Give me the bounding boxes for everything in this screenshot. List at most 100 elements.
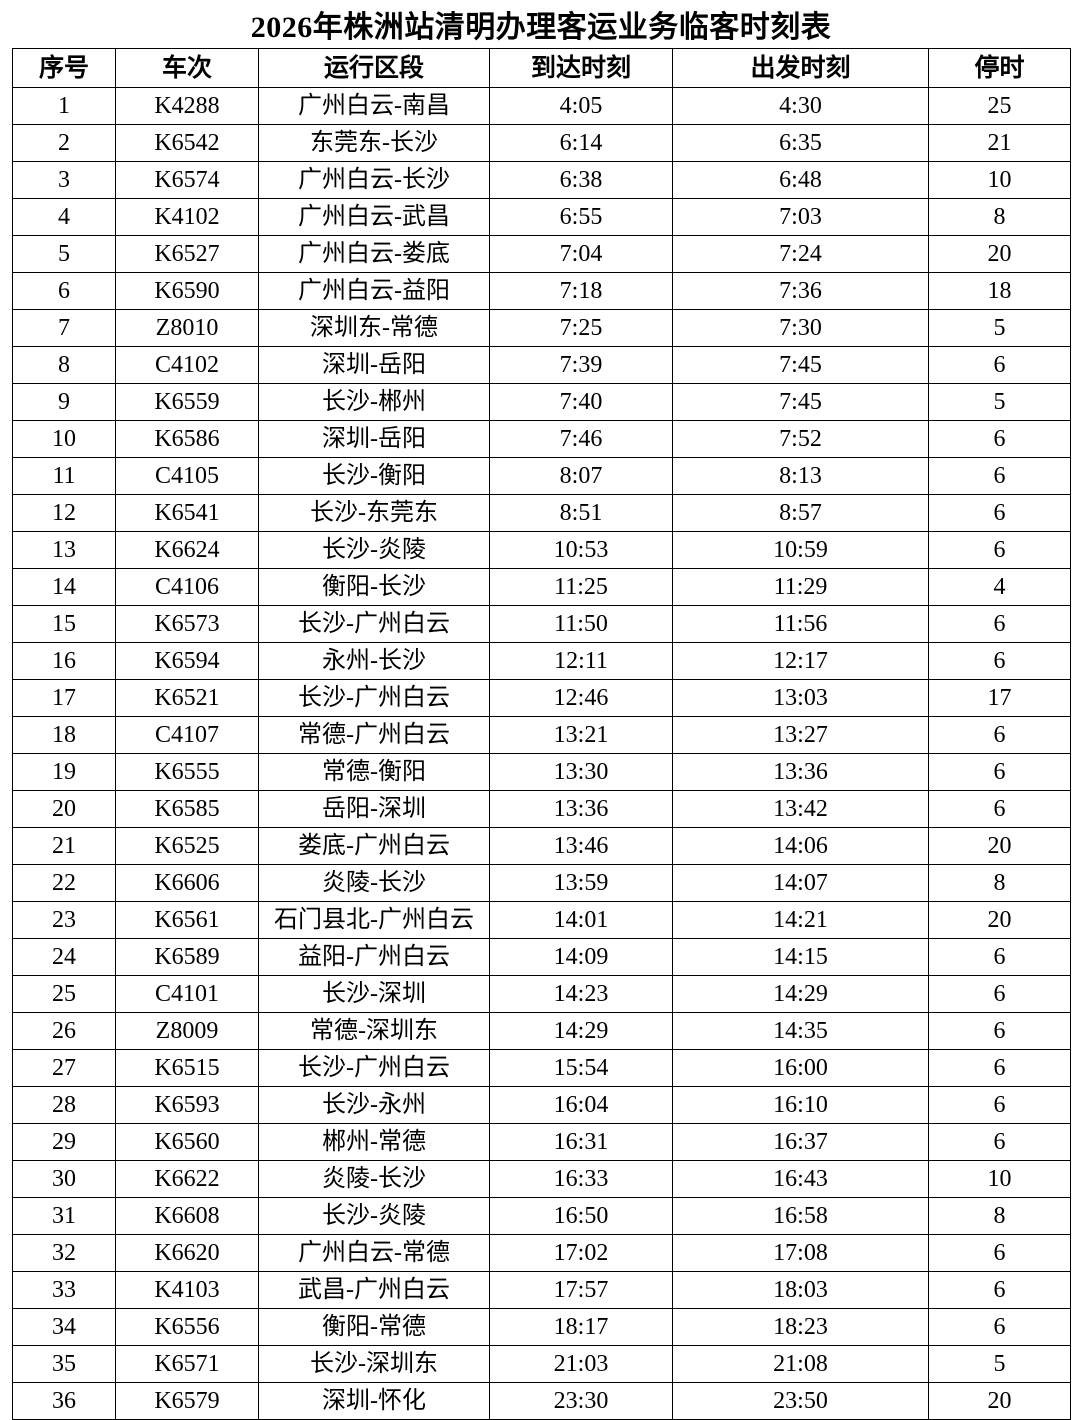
cell-arrival-time: 6:38 <box>489 161 673 199</box>
table-row: 23 K6561 石门县北-广州白云 14:01 14:21 20 <box>12 901 1071 939</box>
cell-departure-time: 16:10 <box>672 1086 929 1124</box>
table-row: 17 K6521 长沙-广州白云 12:46 13:03 17 <box>12 679 1071 717</box>
table-row: 29 K6560 郴州-常德 16:31 16:37 6 <box>12 1123 1071 1161</box>
cell-seq: 31 <box>12 1197 116 1235</box>
cell-train-number: K6622 <box>115 1160 259 1198</box>
cell-route: 长沙-广州白云 <box>258 1049 490 1087</box>
cell-stop-minutes: 6 <box>928 605 1071 643</box>
cell-arrival-time: 14:29 <box>489 1012 673 1050</box>
cell-seq: 5 <box>12 235 116 273</box>
cell-train-number: K6585 <box>115 790 259 828</box>
cell-arrival-time: 14:09 <box>489 938 673 976</box>
cell-stop-minutes: 6 <box>928 975 1071 1013</box>
cell-stop-minutes: 6 <box>928 1012 1071 1050</box>
cell-arrival-time: 23:30 <box>489 1382 673 1420</box>
table-row: 18 C4107 常德-广州白云 13:21 13:27 6 <box>12 716 1071 754</box>
table-row: 9 K6559 长沙-郴州 7:40 7:45 5 <box>12 383 1071 421</box>
cell-arrival-time: 7:25 <box>489 309 673 347</box>
column-header-train: 车次 <box>115 48 259 88</box>
cell-route: 长沙-炎陵 <box>258 1197 490 1235</box>
cell-route: 益阳-广州白云 <box>258 938 490 976</box>
cell-seq: 32 <box>12 1234 116 1272</box>
column-header-arrive: 到达时刻 <box>489 48 673 88</box>
cell-route: 石门县北-广州白云 <box>258 901 490 939</box>
cell-stop-minutes: 20 <box>928 235 1071 273</box>
cell-stop-minutes: 6 <box>928 642 1071 680</box>
cell-stop-minutes: 8 <box>928 864 1071 902</box>
cell-arrival-time: 7:40 <box>489 383 673 421</box>
column-header-route: 运行区段 <box>258 48 490 88</box>
table-row: 33 K4103 武昌-广州白云 17:57 18:03 6 <box>12 1271 1071 1309</box>
cell-seq: 20 <box>12 790 116 828</box>
cell-departure-time: 11:56 <box>672 605 929 643</box>
cell-stop-minutes: 10 <box>928 161 1071 199</box>
cell-route: 长沙-郴州 <box>258 383 490 421</box>
cell-stop-minutes: 8 <box>928 198 1071 236</box>
cell-stop-minutes: 6 <box>928 753 1071 791</box>
cell-route: 衡阳-常德 <box>258 1308 490 1346</box>
cell-route: 广州白云-益阳 <box>258 272 490 310</box>
cell-departure-time: 11:29 <box>672 568 929 606</box>
cell-train-number: Z8009 <box>115 1012 259 1050</box>
table-row: 22 K6606 炎陵-长沙 13:59 14:07 8 <box>12 864 1071 902</box>
cell-departure-time: 18:03 <box>672 1271 929 1309</box>
cell-seq: 12 <box>12 494 116 532</box>
cell-train-number: K6561 <box>115 901 259 939</box>
cell-arrival-time: 13:30 <box>489 753 673 791</box>
cell-departure-time: 13:36 <box>672 753 929 791</box>
table-row: 35 K6571 长沙-深圳东 21:03 21:08 5 <box>12 1345 1071 1383</box>
table-row: 12 K6541 长沙-东莞东 8:51 8:57 6 <box>12 494 1071 532</box>
cell-arrival-time: 15:54 <box>489 1049 673 1087</box>
cell-seq: 10 <box>12 420 116 458</box>
cell-departure-time: 14:29 <box>672 975 929 1013</box>
cell-seq: 35 <box>12 1345 116 1383</box>
cell-departure-time: 13:42 <box>672 790 929 828</box>
cell-arrival-time: 12:46 <box>489 679 673 717</box>
cell-train-number: K6555 <box>115 753 259 791</box>
cell-train-number: K6573 <box>115 605 259 643</box>
cell-stop-minutes: 5 <box>928 383 1071 421</box>
cell-departure-time: 6:35 <box>672 124 929 162</box>
cell-route: 长沙-炎陵 <box>258 531 490 569</box>
cell-seq: 25 <box>12 975 116 1013</box>
cell-departure-time: 17:08 <box>672 1234 929 1272</box>
cell-train-number: Z8010 <box>115 309 259 347</box>
cell-departure-time: 6:48 <box>672 161 929 199</box>
train-schedule-table: 序号 车次 运行区段 到达时刻 出发时刻 停时 1 K4288 广州白云-南昌 4:0… <box>12 48 1071 1420</box>
cell-train-number: K6515 <box>115 1049 259 1087</box>
cell-seq: 11 <box>12 457 116 495</box>
cell-arrival-time: 8:51 <box>489 494 673 532</box>
column-header-seq: 序号 <box>12 48 116 88</box>
cell-route: 郴州-常德 <box>258 1123 490 1161</box>
cell-arrival-time: 4:05 <box>489 87 673 125</box>
cell-train-number: K6606 <box>115 864 259 902</box>
cell-seq: 1 <box>12 87 116 125</box>
cell-departure-time: 13:27 <box>672 716 929 754</box>
cell-stop-minutes: 6 <box>928 1271 1071 1309</box>
cell-train-number: K6542 <box>115 124 259 162</box>
column-header-stop: 停时 <box>928 48 1071 88</box>
table-row: 21 K6525 娄底-广州白云 13:46 14:06 20 <box>12 827 1071 865</box>
cell-seq: 34 <box>12 1308 116 1346</box>
table-row: 27 K6515 长沙-广州白云 15:54 16:00 6 <box>12 1049 1071 1087</box>
table-row: 34 K6556 衡阳-常德 18:17 18:23 6 <box>12 1308 1071 1346</box>
table-row: 2 K6542 东莞东-长沙 6:14 6:35 21 <box>12 124 1071 162</box>
cell-train-number: K6579 <box>115 1382 259 1420</box>
cell-departure-time: 14:07 <box>672 864 929 902</box>
cell-arrival-time: 17:02 <box>489 1234 673 1272</box>
cell-train-number: K6586 <box>115 420 259 458</box>
cell-train-number: K6527 <box>115 235 259 273</box>
table-row: 8 C4102 深圳-岳阳 7:39 7:45 6 <box>12 346 1071 384</box>
cell-route: 长沙-广州白云 <box>258 679 490 717</box>
table-row: 7 Z8010 深圳东-常德 7:25 7:30 5 <box>12 309 1071 347</box>
cell-seq: 27 <box>12 1049 116 1087</box>
cell-stop-minutes: 20 <box>928 827 1071 865</box>
cell-train-number: K6574 <box>115 161 259 199</box>
cell-departure-time: 16:37 <box>672 1123 929 1161</box>
table-header: 序号 车次 运行区段 到达时刻 出发时刻 停时 <box>12 48 1071 88</box>
table-row: 10 K6586 深圳-岳阳 7:46 7:52 6 <box>12 420 1071 458</box>
cell-arrival-time: 13:46 <box>489 827 673 865</box>
cell-route: 炎陵-长沙 <box>258 864 490 902</box>
cell-train-number: K6521 <box>115 679 259 717</box>
cell-departure-time: 14:21 <box>672 901 929 939</box>
